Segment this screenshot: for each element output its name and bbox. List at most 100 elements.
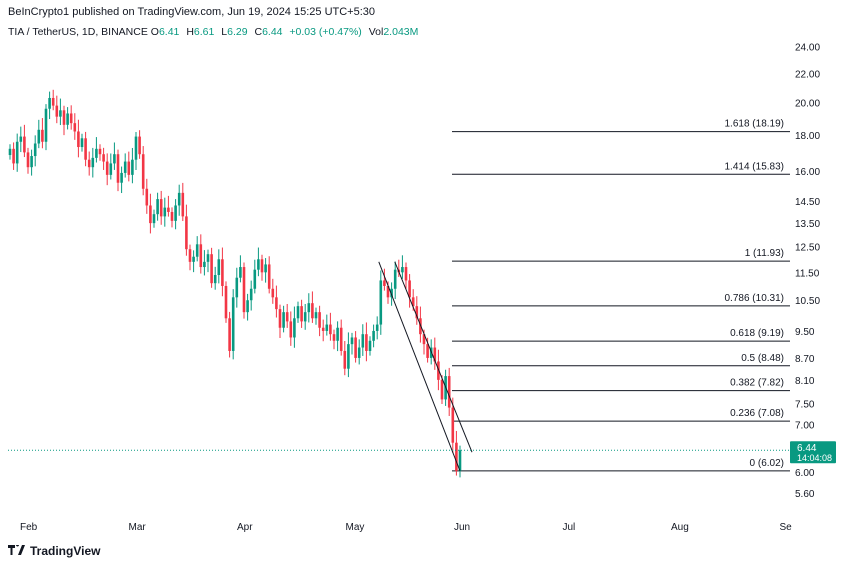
candle-body [192,256,195,262]
candle-body [12,148,15,164]
candle-body [113,154,116,164]
candle-body [170,211,174,221]
candle-body [253,269,257,289]
candle-body [440,379,444,400]
fib-level-label: 0.5 (8.48) [741,353,784,364]
candle-body [33,143,37,157]
candle-body [239,267,242,278]
candle-body [123,161,127,173]
candle-body [242,267,246,313]
candle-body [152,214,156,224]
candle-body [393,269,397,289]
candle-body [37,129,41,144]
candle-body [325,324,329,331]
publisher-text: BeInCrypto1 published on TradingView.com… [8,6,376,18]
candle-body [73,123,77,132]
candle-body [109,163,113,175]
candle-body [66,113,69,125]
price-tag-box [790,441,836,464]
y-tick-label: 8.70 [795,354,815,365]
candle-body [231,297,235,351]
price-tag-countdown: 14:04:08 [797,453,832,463]
candle-body [228,318,231,351]
candle-body [347,344,350,369]
x-tick-label: May [346,522,365,533]
candle-body [224,285,228,319]
candle-body [55,105,59,117]
candle-body [217,259,221,276]
candle-body [62,110,66,125]
candle-body [206,254,210,262]
candle-body [411,297,415,307]
candle-body [249,288,253,301]
x-tick-label: Aug [671,522,689,533]
y-tick-label: 8.10 [795,376,815,387]
candle-body [332,334,336,341]
y-tick-label: 16.00 [795,167,820,178]
candle-body [458,450,462,471]
candle-body [404,267,408,281]
fib-level-label: 1.618 (18.19) [725,119,785,130]
candle-body [95,148,98,158]
candle-body [159,199,163,217]
candle-body [383,280,386,286]
change-value: +0.03 (+0.47%) [289,26,362,38]
fib-level-label: 1 (11.93) [745,248,784,259]
candle-body [177,192,181,206]
candle-body [246,300,249,313]
candle-body [300,306,303,322]
tradingview-footer[interactable]: TradingView [8,543,100,558]
candle-body [390,288,393,298]
y-tick-label: 24.00 [795,43,820,54]
candle-body [203,261,206,268]
fib-level-label: 0 (6.02) [750,458,784,469]
candle-body [134,136,138,160]
fib-level-label: 0.236 (7.08) [730,408,784,419]
open-value: 6.41 [158,26,180,38]
x-tick-label: Mar [129,522,147,533]
candle-body [343,350,347,369]
candle-body [98,148,102,155]
symbol-info: TIA / TetherUS, 1D, BINANCE O6.41 H6.61 … [8,26,422,38]
y-tick-label: 18.00 [795,131,820,142]
candle-body [318,312,321,328]
y-tick-label: 5.60 [795,489,815,500]
candle-body [285,312,289,322]
candle-body [77,131,80,148]
candle-body [257,259,260,270]
candle-body [145,188,149,206]
candle-body [278,309,282,328]
candle-body [350,337,354,345]
candle-body [181,192,185,217]
candle-body [361,334,365,348]
candle-body [282,312,285,328]
candle-body [422,334,426,345]
candle-body [59,110,62,117]
candle-body [120,172,123,183]
candle-body [401,267,404,273]
candle-body [289,321,293,338]
candle-body [321,327,325,331]
fib-level-label: 0.786 (10.31) [725,293,785,304]
low-label: L [221,26,228,38]
y-tick-label: 13.50 [795,219,820,230]
candle-body [188,249,192,262]
candle-body [131,159,134,175]
candle-body [84,138,87,160]
candle-body [368,340,372,351]
y-tick-label: 14.50 [795,197,820,208]
axis-layer: 24.00 22.00 20.00 18.00 16.00 14.50 13.50 12.50… [8,43,836,533]
candle-body [451,407,455,443]
candle-body [437,361,440,380]
candle-body [433,347,437,362]
candle-body [87,159,91,168]
candle-body [415,306,419,319]
x-tick-label: Feb [20,522,38,533]
candle-body [307,303,311,313]
candle-body [296,306,300,319]
candle-body [141,154,145,189]
candle-body [235,277,239,298]
candle-body [336,327,339,341]
x-tick-label: Se [780,522,793,533]
